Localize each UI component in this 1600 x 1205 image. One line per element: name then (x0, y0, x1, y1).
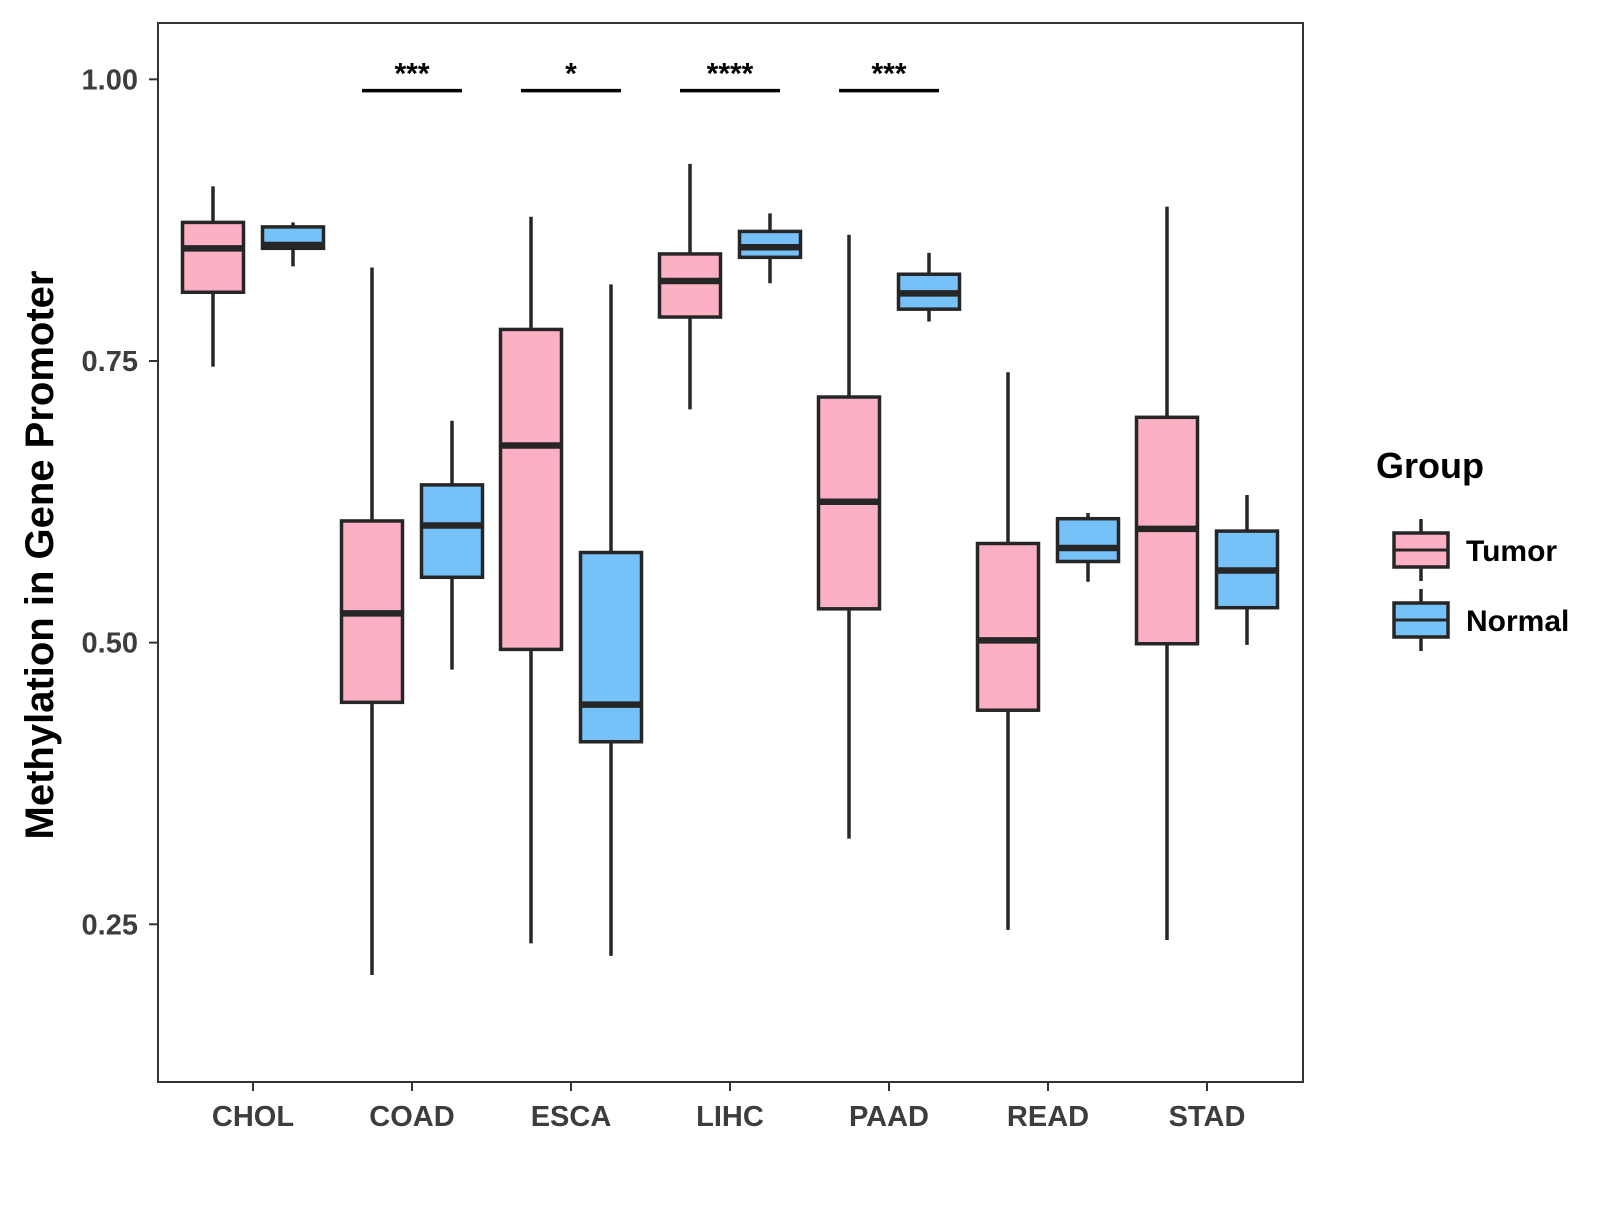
significance-label: * (565, 58, 577, 91)
legend: Group Tumor Normal (1376, 445, 1569, 651)
x-tick-label-read: READ (1007, 1101, 1089, 1133)
box-normal-chol (260, 222, 326, 267)
box-body (657, 252, 723, 319)
legend-title: Group (1376, 445, 1484, 486)
legend-label: Normal (1466, 605, 1569, 638)
x-tick-label-esca: ESCA (531, 1101, 612, 1133)
y-axis-title: Methylation in Gene Promoter (18, 271, 62, 840)
box-layer (180, 163, 1280, 975)
box-normal-stad (1214, 495, 1280, 645)
significance-lihc: **** (680, 58, 780, 93)
box-normal-read (1055, 513, 1121, 582)
legend-label: Tumor (1466, 535, 1557, 568)
box-tumor-read (975, 372, 1041, 930)
significance-label: *** (871, 58, 906, 91)
box-body (180, 220, 246, 295)
box-normal-paad (896, 252, 962, 322)
significance-coad: *** (362, 58, 462, 93)
x-tick-label-coad: COAD (369, 1101, 454, 1133)
x-tick-label-chol: CHOL (212, 1101, 294, 1133)
legend-item-tumor: Tumor (1392, 519, 1557, 581)
y-tick-label: 0.75 (82, 346, 138, 378)
y-tick-label: 0.25 (82, 909, 138, 941)
significance-esca: * (521, 58, 621, 93)
y-tick-label: 0.50 (82, 628, 138, 660)
box-tumor-lihc (657, 163, 723, 410)
box-tumor-esca (498, 216, 564, 944)
box-tumor-chol (180, 186, 246, 367)
box-normal-esca (578, 284, 644, 956)
legend-item-normal: Normal (1392, 589, 1569, 651)
box-tumor-paad (816, 234, 882, 839)
plot-panel (157, 22, 1304, 1083)
box-body (578, 550, 644, 744)
x-tick-label-lihc: LIHC (696, 1101, 764, 1133)
box-normal-lihc (737, 213, 803, 284)
box-tumor-coad (339, 267, 405, 975)
significance-label: **** (707, 58, 754, 91)
box-tumor-stad (1134, 206, 1200, 941)
y-tick-label: 1.00 (82, 64, 138, 96)
box-body (419, 483, 485, 580)
x-tick-label-stad: STAD (1169, 1101, 1246, 1133)
box-body (1055, 516, 1121, 564)
significance-paad: *** (839, 58, 939, 93)
significance-label: *** (394, 58, 429, 91)
significance-layer: *** * **** *** (362, 58, 939, 93)
x-tick-label-paad: PAAD (849, 1101, 929, 1133)
box-body (975, 541, 1041, 712)
box-normal-coad (419, 420, 485, 670)
box-body (498, 327, 564, 652)
axes-layer: 0.25 0.50 0.75 1.00 CHOL COAD ESCA LIHC PAAD READ… (82, 64, 1246, 1133)
panel-border (157, 22, 1304, 1083)
